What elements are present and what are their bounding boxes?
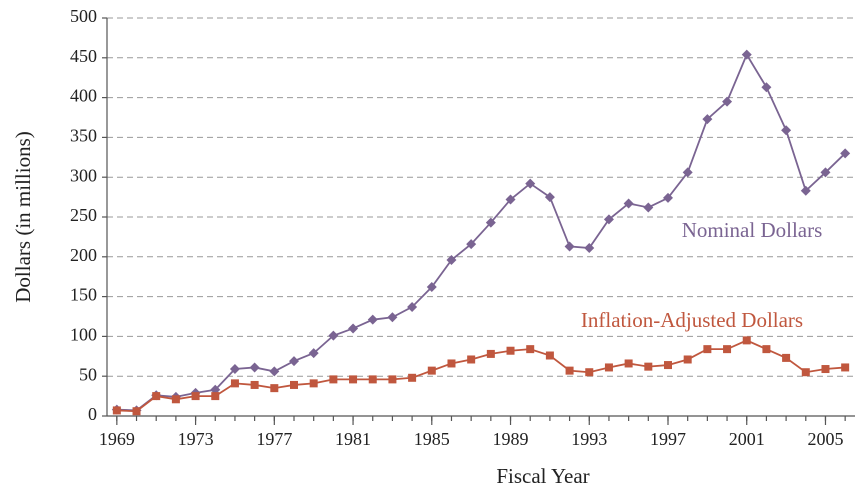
marker bbox=[349, 375, 358, 384]
y-tick-label: 400 bbox=[70, 86, 97, 106]
marker bbox=[426, 282, 437, 293]
marker bbox=[505, 194, 516, 205]
marker bbox=[564, 241, 575, 252]
y-tick-label: 250 bbox=[70, 205, 97, 225]
marker bbox=[544, 192, 555, 203]
x-tick-label: 1985 bbox=[414, 429, 450, 449]
marker bbox=[328, 330, 339, 341]
marker bbox=[446, 254, 457, 265]
marker bbox=[820, 167, 831, 178]
marker bbox=[722, 96, 733, 107]
marker bbox=[289, 356, 299, 367]
marker bbox=[407, 301, 418, 312]
marker bbox=[408, 373, 417, 382]
marker bbox=[308, 348, 319, 359]
y-tick-label: 450 bbox=[70, 46, 97, 66]
marker bbox=[290, 380, 298, 389]
marker bbox=[741, 49, 752, 60]
y-tick-label: 500 bbox=[70, 6, 97, 26]
marker bbox=[761, 82, 772, 93]
y-tick-label: 100 bbox=[70, 325, 97, 345]
x-tick-label: 1997 bbox=[650, 429, 686, 449]
marker bbox=[486, 349, 495, 358]
series-label: Nominal Dollars bbox=[682, 218, 823, 242]
marker bbox=[466, 239, 477, 250]
marker bbox=[367, 314, 378, 325]
marker bbox=[683, 355, 692, 364]
marker bbox=[368, 375, 377, 384]
marker bbox=[506, 346, 515, 355]
y-tick-label: 50 bbox=[79, 364, 97, 384]
marker bbox=[643, 202, 654, 213]
marker bbox=[229, 364, 240, 375]
marker bbox=[545, 351, 554, 360]
marker bbox=[270, 384, 279, 393]
marker bbox=[624, 359, 633, 368]
x-tick-label: 1969 bbox=[99, 429, 135, 449]
marker bbox=[801, 368, 810, 377]
marker bbox=[565, 366, 574, 375]
marker bbox=[663, 192, 673, 203]
marker bbox=[132, 407, 141, 416]
marker bbox=[525, 178, 536, 189]
y-tick-label: 0 bbox=[88, 404, 97, 424]
series-label: Inflation-Adjusted Dollars bbox=[581, 308, 803, 332]
marker bbox=[171, 395, 180, 404]
marker bbox=[723, 345, 732, 354]
marker bbox=[840, 148, 851, 159]
x-tick-label: 2001 bbox=[729, 429, 765, 449]
marker bbox=[112, 406, 121, 415]
marker bbox=[309, 379, 318, 388]
marker bbox=[702, 114, 713, 125]
marker bbox=[623, 198, 634, 209]
marker bbox=[782, 353, 791, 362]
y-tick-label: 150 bbox=[70, 285, 97, 305]
marker bbox=[584, 243, 595, 254]
marker bbox=[604, 363, 613, 372]
marker bbox=[644, 362, 653, 371]
x-tick-label: 1989 bbox=[493, 429, 529, 449]
y-tick-label: 300 bbox=[70, 165, 97, 185]
marker bbox=[250, 380, 259, 389]
marker bbox=[841, 363, 850, 372]
marker bbox=[388, 375, 397, 384]
marker bbox=[230, 379, 239, 388]
marker bbox=[211, 392, 220, 401]
y-axis-title: Dollars (in millions) bbox=[11, 131, 35, 303]
x-tick-label: 1973 bbox=[178, 429, 214, 449]
marker bbox=[526, 345, 535, 354]
marker bbox=[603, 214, 614, 225]
marker bbox=[191, 392, 200, 401]
marker bbox=[821, 365, 830, 374]
x-tick-label: 1981 bbox=[335, 429, 371, 449]
marker bbox=[427, 366, 436, 375]
marker bbox=[152, 392, 161, 401]
marker bbox=[800, 185, 811, 196]
y-tick-label: 350 bbox=[70, 126, 97, 146]
marker bbox=[249, 362, 260, 373]
marker bbox=[467, 355, 476, 364]
marker bbox=[781, 125, 792, 136]
x-tick-label: 2005 bbox=[807, 429, 843, 449]
marker bbox=[387, 312, 398, 323]
marker bbox=[348, 323, 359, 334]
marker bbox=[329, 375, 338, 384]
marker bbox=[762, 345, 771, 354]
marker bbox=[585, 368, 594, 377]
marker bbox=[703, 345, 712, 354]
marker bbox=[269, 366, 280, 377]
x-axis-title: Fiscal Year bbox=[496, 464, 589, 488]
y-tick-label: 200 bbox=[70, 245, 97, 265]
marker bbox=[485, 217, 496, 228]
x-tick-label: 1993 bbox=[571, 429, 607, 449]
marker bbox=[664, 361, 672, 370]
marker bbox=[742, 336, 751, 345]
marker bbox=[682, 167, 693, 178]
marker bbox=[447, 359, 456, 368]
x-tick-label: 1977 bbox=[256, 429, 292, 449]
